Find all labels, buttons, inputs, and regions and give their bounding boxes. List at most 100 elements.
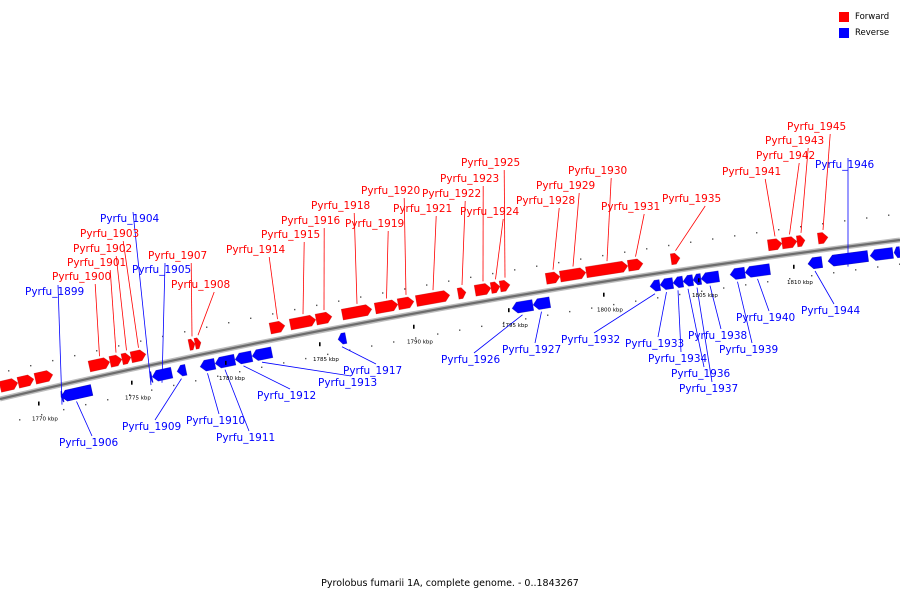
leader-line — [432, 215, 437, 291]
leader-line — [132, 211, 152, 386]
gene-arrow-pyrfu-1918 — [341, 304, 372, 321]
leader-line — [534, 311, 542, 344]
tick-mark — [225, 360, 227, 365]
tick-mark — [508, 308, 510, 313]
gene-arrow-pyrfu-1903 — [130, 349, 146, 363]
leader-line — [789, 162, 800, 235]
leader-line — [675, 205, 706, 251]
leader-line — [243, 365, 291, 390]
leader-line — [302, 241, 305, 315]
leader-line — [109, 269, 117, 353]
gene-arrow-pyrfu-1935 — [670, 253, 680, 265]
gene-arrow-pyrfu-1925 — [499, 280, 510, 292]
gene-label-pyrfu-1922: Pyrfu_1922 — [422, 188, 481, 200]
gene-label-pyrfu-1906: Pyrfu_1906 — [59, 437, 119, 449]
gene-arrow-pyrfu-1920 — [397, 296, 414, 310]
gene-arrow-pyrfu-1938 — [701, 270, 720, 284]
gene-label-pyrfu-1945: Pyrfu_1945 — [787, 121, 846, 133]
leader-line — [696, 287, 713, 383]
gene-arrow-pyrfu-1921 — [415, 290, 450, 307]
gene-arrow-pyrfu-1900 — [88, 357, 110, 372]
leader-line — [709, 285, 722, 330]
legend-label-forward: Forward — [855, 11, 890, 22]
leader-line — [764, 178, 776, 237]
gene-label-pyrfu-1911: Pyrfu_1911 — [216, 432, 275, 444]
tick-label: 1795 kbp — [502, 323, 528, 329]
tick-mark — [793, 264, 795, 269]
gene-label-pyrfu-1905: Pyrfu_1905 — [132, 264, 191, 276]
gene-arrow-pyrfu-1940 — [745, 263, 771, 278]
leader-line — [386, 230, 389, 299]
leader-line — [57, 284, 63, 405]
axis-line — [0, 238, 900, 401]
gene-label-pyrfu-1904: Pyrfu_1904 — [100, 213, 160, 225]
gene-label-pyrfu-1909: Pyrfu_1909 — [122, 421, 181, 433]
gene-arrow-pyrfu-1919 — [374, 299, 398, 314]
leader-line — [687, 288, 705, 368]
gene-arrow-unlabeled — [870, 247, 894, 261]
gene-arrow-unlabeled — [33, 370, 53, 385]
gene-label-pyrfu-1913: Pyrfu_1913 — [318, 377, 377, 389]
leader-line — [657, 291, 667, 338]
gene-label-pyrfu-1924: Pyrfu_1924 — [460, 206, 520, 218]
leader-line — [737, 281, 753, 344]
gene-label-pyrfu-1929: Pyrfu_1929 — [536, 180, 595, 192]
gene-arrow-unlabeled — [16, 374, 34, 389]
gene-arrow-pyrfu-1941 — [767, 238, 782, 251]
gene-arrow-pyrfu-1923 — [474, 283, 491, 297]
gene-arrow-pyrfu-1902 — [120, 352, 131, 365]
gene-arrow-pyrfu-1936 — [683, 274, 694, 287]
gene-label-pyrfu-1939: Pyrfu_1939 — [719, 344, 778, 356]
gene-label-pyrfu-1940: Pyrfu_1940 — [736, 312, 795, 324]
label-leaders — [57, 133, 849, 437]
gene-arrow-pyrfu-1945 — [817, 232, 828, 245]
gene-label-pyrfu-1920: Pyrfu_1920 — [361, 185, 420, 197]
gene-arrow-pyrfu-1928 — [545, 271, 560, 285]
gene-label-pyrfu-1918: Pyrfu_1918 — [311, 200, 370, 212]
gene-arrow-pyrfu-1932 — [650, 279, 661, 292]
leader-line — [800, 147, 809, 233]
gene-arrow-pyrfu-1943 — [796, 235, 805, 247]
leader-line — [473, 314, 523, 354]
gene-arrow-pyrfu-1939 — [730, 267, 746, 280]
gene-arrow-pyrfu-1933 — [660, 277, 674, 290]
gene-label-pyrfu-1935: Pyrfu_1935 — [662, 193, 721, 205]
leader-line — [341, 346, 377, 365]
leader-line — [115, 255, 127, 351]
leader-line — [503, 169, 506, 278]
legend-label-reverse: Reverse — [855, 27, 890, 38]
gene-arrow-pyrfu-1913 — [252, 346, 273, 361]
gene-label-pyrfu-1944: Pyrfu_1944 — [801, 305, 861, 317]
gene-label-pyrfu-1907: Pyrfu_1907 — [148, 250, 207, 262]
legend-swatch-reverse — [839, 27, 849, 38]
leader-line — [403, 197, 407, 295]
gene-label-pyrfu-1921: Pyrfu_1921 — [393, 203, 452, 215]
gene-label-pyrfu-1928: Pyrfu_1928 — [516, 195, 575, 207]
tick-label: 1790 kbp — [407, 340, 433, 346]
gene-arrow-pyrfu-1922 — [457, 287, 466, 300]
leader-line — [122, 240, 139, 348]
gene-arrow-pyrfu-1924 — [490, 281, 500, 294]
leader-line — [224, 369, 250, 432]
gene-label-pyrfu-1899: Pyrfu_1899 — [25, 286, 84, 298]
leader-line — [606, 177, 612, 262]
gene-labels: Pyrfu_1899 Pyrfu_1900 Pyrfu_1901 Pyrfu_1902… — [25, 121, 875, 449]
gene-label-pyrfu-1914: Pyrfu_1914 — [226, 244, 286, 256]
gene-arrow-pyrfu-1917 — [338, 332, 347, 345]
gene-label-pyrfu-1943: Pyrfu_1943 — [765, 135, 824, 147]
gene-arrow-unlabeled — [894, 246, 900, 258]
leader-line — [593, 293, 656, 334]
gene-arrow-pyrfu-1934 — [673, 276, 684, 288]
gene-arrow-pyrfu-1909 — [177, 364, 188, 377]
gene-arrow-pyrfu-1915 — [289, 315, 316, 331]
gene-label-pyrfu-1915: Pyrfu_1915 — [261, 229, 320, 241]
gene-label-pyrfu-1902: Pyrfu_1902 — [73, 243, 132, 255]
leader-line — [552, 207, 560, 270]
gene-label-pyrfu-1946: Pyrfu_1946 — [815, 159, 875, 171]
gene-arrow-pyrfu-1906 — [61, 384, 93, 402]
gene-label-pyrfu-1926: Pyrfu_1926 — [441, 354, 501, 366]
leader-line — [635, 213, 645, 257]
gene-label-pyrfu-1936: Pyrfu_1936 — [671, 368, 731, 380]
gene-label-pyrfu-1933: Pyrfu_1933 — [625, 338, 684, 350]
